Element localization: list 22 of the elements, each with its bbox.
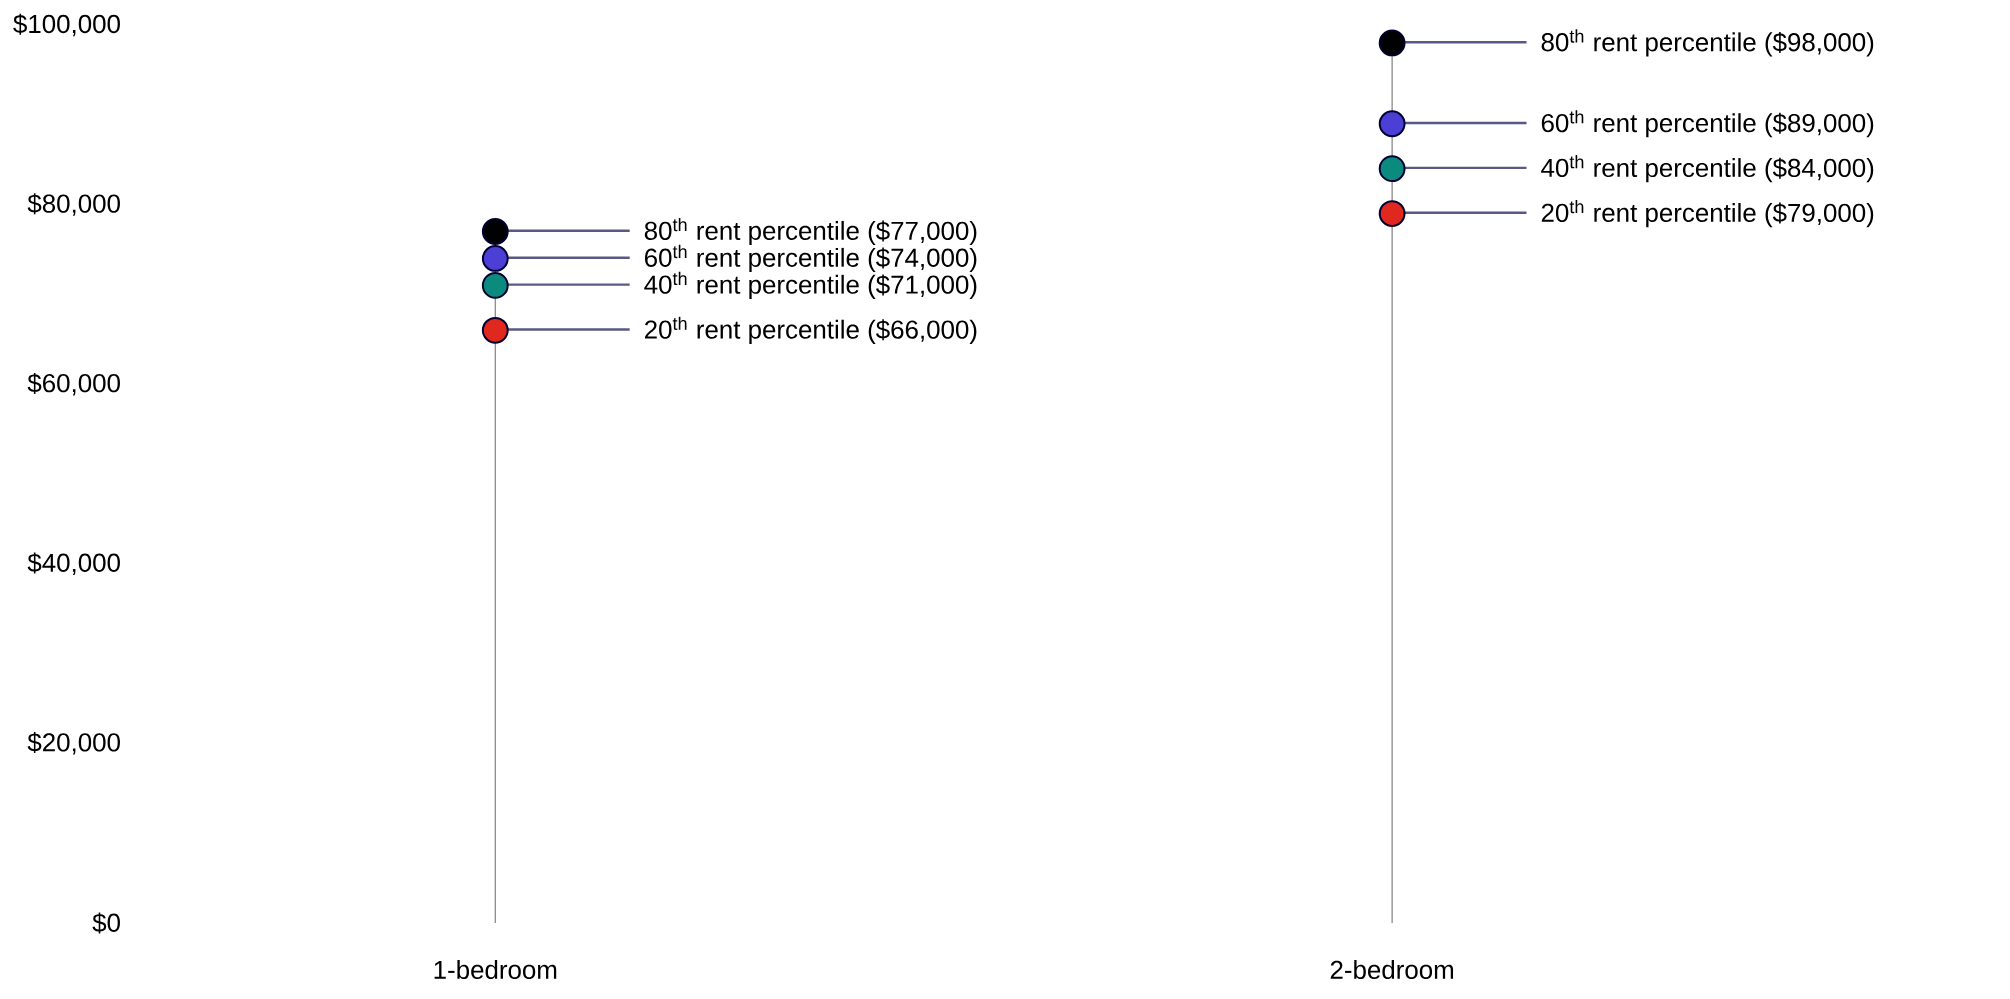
annotation: 20$^{th}$ rent percentile ($66,000) <box>645 316 977 344</box>
point <box>481 271 509 299</box>
x-tick-label: 1-bedroom <box>434 960 557 980</box>
annotation: 20$^{th}$ rent percentile ($79,000) <box>1541 199 1874 228</box>
x-tick-label: 2-bedroom <box>1330 960 1454 980</box>
point <box>1378 29 1406 57</box>
y-tick-label: $60,000 <box>27 372 120 396</box>
y-tick-label: $40,000 <box>27 552 120 576</box>
point <box>1378 110 1406 138</box>
y-tick-label: $0 <box>92 912 120 934</box>
y-tick-label: $100,000 <box>13 13 120 37</box>
point <box>1378 155 1406 183</box>
y-tick-label: $80,000 <box>27 193 120 216</box>
point <box>481 218 509 245</box>
annotation: 40$^{th}$ rent percentile ($84,000) <box>1541 155 1874 183</box>
y-tick-label: $20,000 <box>27 732 120 755</box>
point <box>1378 200 1406 227</box>
annotation: 60$^{th}$ rent percentile ($89,000) <box>1541 110 1874 138</box>
point <box>481 245 509 272</box>
annotation: 80$^{th}$ rent percentile ($98,000) <box>1541 29 1874 57</box>
point <box>481 316 509 344</box>
annotation: 40$^{th}$ rent percentile ($71,000) <box>644 271 977 299</box>
